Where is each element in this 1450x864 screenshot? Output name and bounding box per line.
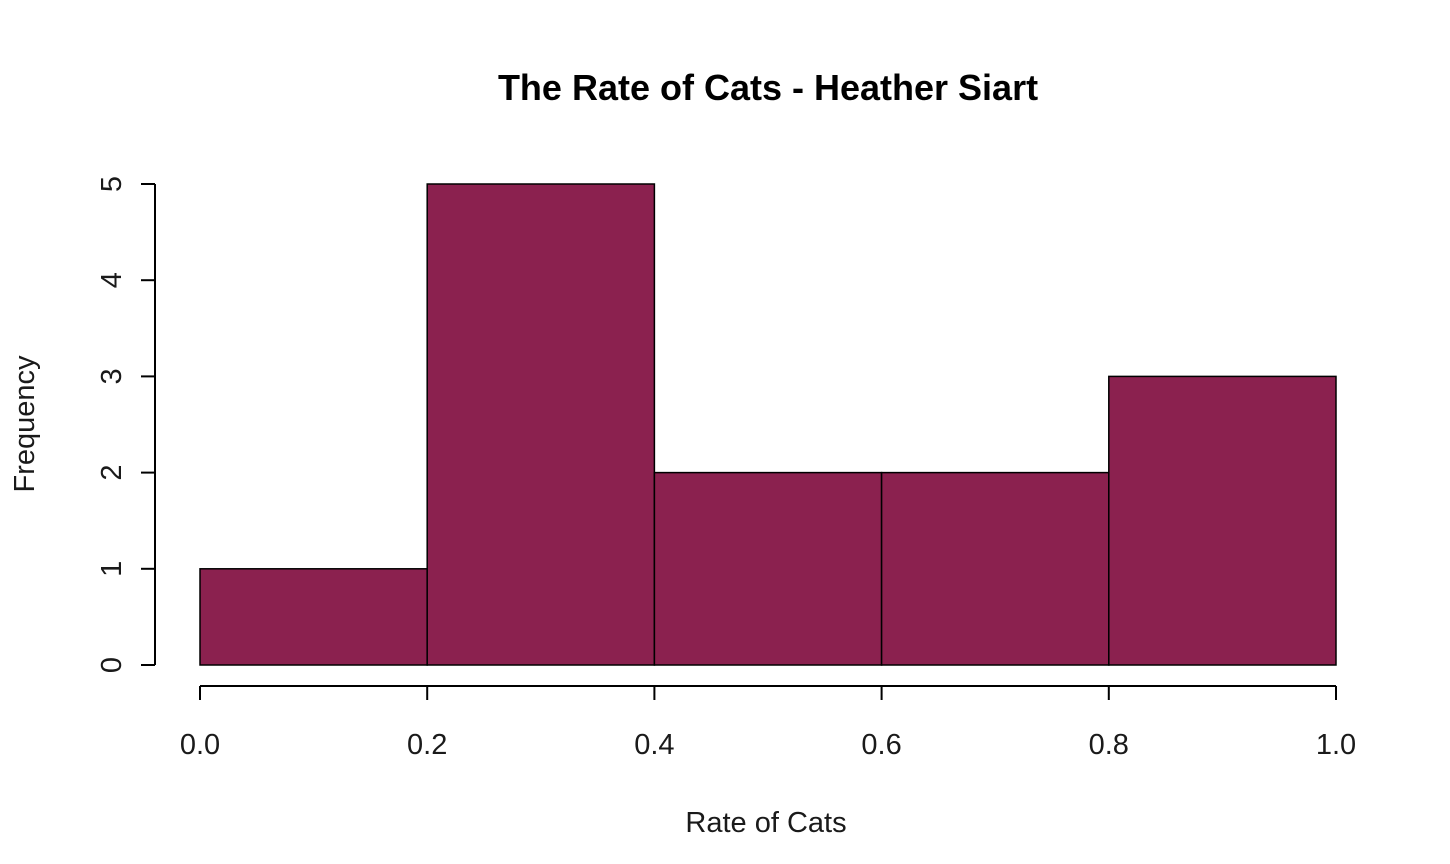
histogram-bar-0: [199, 568, 428, 666]
histogram-bar-3: [880, 471, 1110, 666]
x-tick-label-5: 1.0: [1316, 729, 1356, 761]
y-tick-label-4: 4: [96, 272, 128, 288]
histogram-bar-4: [1108, 375, 1337, 666]
x-tick-label-3: 0.6: [861, 729, 901, 761]
x-tick-label-0: 0.0: [180, 729, 220, 761]
y-tick-label-1: 1: [96, 561, 128, 577]
x-tick-label-4: 0.8: [1089, 729, 1129, 761]
bars-group: [199, 183, 1337, 666]
histogram-bar-2: [653, 471, 883, 666]
x-axis-label: Rate of Cats: [685, 807, 846, 839]
y-axis-label: Frequency: [9, 355, 41, 493]
histogram-bar-1: [426, 183, 656, 666]
y-tick-label-5: 5: [96, 176, 128, 192]
chart-title: The Rate of Cats - Heather Siart: [498, 67, 1038, 108]
y-axis: 0 1 2 3 4 5: [96, 176, 156, 673]
y-tick-label-2: 2: [96, 465, 128, 481]
y-tick-label-0: 0: [96, 657, 128, 673]
x-tick-label-2: 0.4: [634, 729, 674, 761]
x-axis: 0.0 0.2 0.4 0.6 0.8 1.0: [180, 685, 1356, 761]
x-tick-label-1: 0.2: [407, 729, 447, 761]
y-tick-label-3: 3: [96, 368, 128, 384]
